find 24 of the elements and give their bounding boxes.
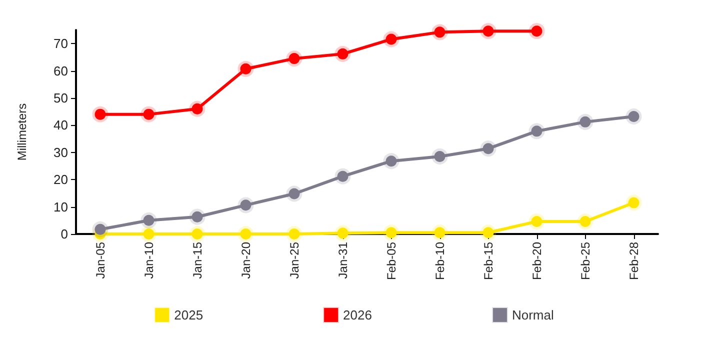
legend-label: Normal [512, 308, 554, 322]
y-tick-label: 70 [54, 36, 68, 52]
legend-label: 2025 [174, 308, 204, 322]
x-tick-label: Feb-25 [578, 242, 592, 280]
legend-label: 2026 [343, 308, 372, 322]
y-tick-label: 10 [54, 199, 68, 214]
x-tick-label: Jan-25 [287, 242, 302, 279]
x-tick-label: Feb-20 [530, 242, 544, 280]
y-tick-label: 50 [54, 90, 68, 106]
y-tick-label: 30 [54, 144, 68, 160]
x-tick-label: Feb-10 [432, 242, 447, 280]
x-tick-label: Jan-05 [93, 242, 108, 279]
x-tick-label: Jan-20 [238, 242, 253, 279]
x-tick-label: Jan-31 [336, 242, 350, 279]
x-tick-label: Feb-05 [384, 242, 398, 280]
y-tick-label: 60 [54, 63, 68, 78]
y-tick-label: 20 [54, 172, 68, 188]
x-tick-label: Jan-15 [190, 242, 204, 279]
x-tick-label: Jan-10 [142, 242, 156, 279]
y-axis-title: Millimeters [15, 103, 29, 161]
y-tick-label: 0 [60, 226, 68, 242]
y-tick-label: 40 [54, 118, 68, 133]
x-tick-label: Feb-28 [626, 242, 641, 280]
x-tick-label: Feb-15 [481, 242, 496, 280]
